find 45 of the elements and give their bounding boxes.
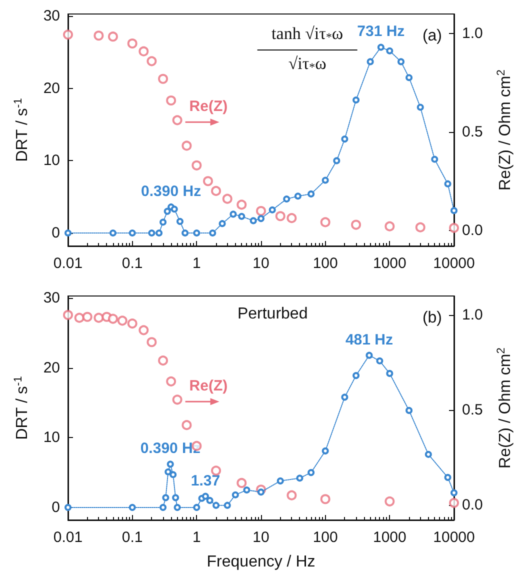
series-label: Re(Z) xyxy=(189,98,228,116)
annotation: (a) xyxy=(422,28,442,44)
x-tick-label: 100 xyxy=(312,255,338,272)
x-tick-label: 100 xyxy=(312,529,338,546)
y2-tick-label: 0.0 xyxy=(462,222,483,239)
y-tick-label: 20 xyxy=(43,359,60,376)
y-tick-label: 0 xyxy=(52,498,60,516)
x-axis-title: Frequency / Hz xyxy=(206,554,316,570)
y-tick-label: 30 xyxy=(43,8,60,25)
y-tick-label: 0 xyxy=(52,224,60,242)
x-tick-label: 1000 xyxy=(372,529,406,546)
series-label: Re(Z) xyxy=(189,378,228,395)
x-tick-label: 0.01 xyxy=(53,529,83,546)
y-tick-label: 10 xyxy=(43,152,60,170)
y2-tick-label: 0.5 xyxy=(462,401,483,418)
y2-axis-title: Re(Z) / Ohm cm2 xyxy=(496,348,514,468)
y2-axis-title: Re(Z) / Ohm cm2 xyxy=(496,70,514,190)
y-tick-label: 20 xyxy=(43,80,60,97)
x-tick-label: 1000 xyxy=(372,255,406,272)
y2-tick-label: 0.0 xyxy=(462,496,483,514)
x-tick-label: 0.1 xyxy=(122,255,143,272)
annotation: 0.390 Hz xyxy=(141,182,202,200)
x-tick-label: 0.01 xyxy=(53,255,83,272)
y2-tick-label: 1.0 xyxy=(462,306,483,324)
annotation: 731 Hz xyxy=(357,23,405,40)
y-axis-title: DRT / s-1 xyxy=(12,376,31,440)
annotation: 481 Hz xyxy=(345,331,393,348)
x-tick-label: 0.1 xyxy=(122,529,143,546)
annotation: Perturbed xyxy=(237,306,308,322)
y-tick-label: 30 xyxy=(43,290,60,307)
x-tick-label: 1 xyxy=(192,255,201,272)
y2-tick-label: 1.0 xyxy=(462,25,483,42)
annotation: tanh √iτ*ω xyxy=(272,24,344,44)
x-tick-label: 10 xyxy=(252,255,270,272)
x-tick-label: 10000 xyxy=(433,529,475,546)
x-tick-label: 10000 xyxy=(433,255,475,272)
y2-tick-label: 0.5 xyxy=(462,123,483,140)
y-tick-label: 10 xyxy=(43,429,60,446)
annotation: √iτ*ω xyxy=(288,54,326,74)
annotation: 1.37 xyxy=(190,472,220,490)
x-tick-label: 10 xyxy=(252,529,270,546)
y-axis-title: DRT / s-1 xyxy=(12,98,31,162)
annotation: 0.390 Hz xyxy=(140,440,200,458)
annotation: (b) xyxy=(422,310,442,326)
x-tick-label: 1 xyxy=(192,529,201,546)
